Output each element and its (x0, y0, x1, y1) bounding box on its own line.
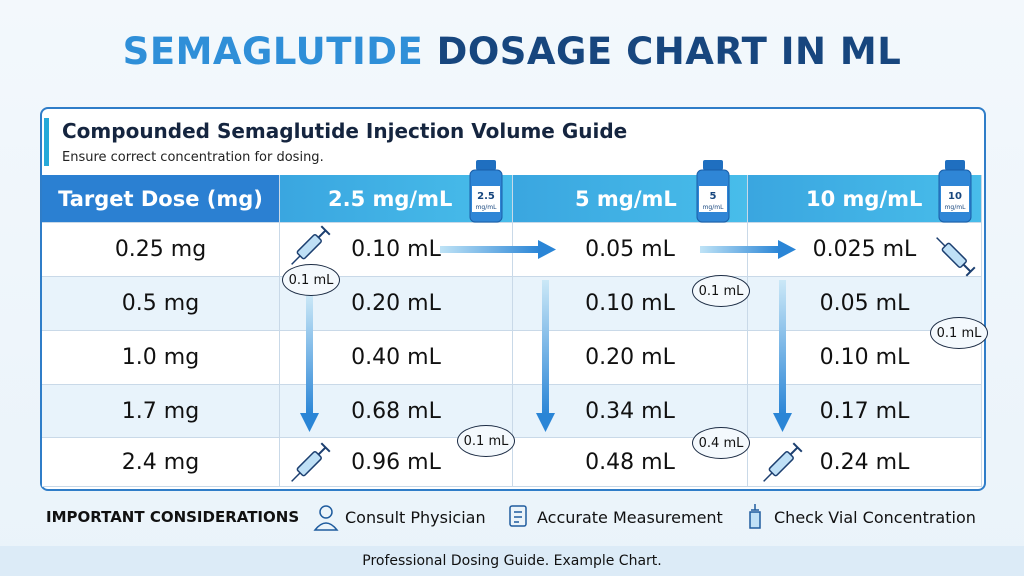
arrows (300, 240, 796, 432)
volume-cell: 0.20 mL (513, 331, 748, 385)
vial-strength: 2.5 (477, 191, 495, 202)
syringe-icons (291, 225, 976, 482)
dose-cell: 1.0 mg (42, 331, 280, 385)
vial-cap (945, 160, 965, 170)
syringe-needle (291, 472, 301, 482)
syringe-needle (291, 255, 301, 265)
vial-unit: mg/mL (476, 204, 498, 211)
vial-unit: mg/mL (945, 204, 967, 211)
consideration-item: Accurate Measurement (537, 508, 723, 527)
volume-cell: 0.48 mL (513, 438, 748, 487)
dose-cell: 2.4 mg (42, 438, 280, 487)
vial-label-bg (699, 186, 727, 212)
volume-cell: 0.05 mL (513, 223, 748, 277)
considerations-title: IMPORTANT CONSIDERATIONS (46, 508, 300, 526)
syringe-handle (320, 225, 331, 236)
syringe-handle (965, 266, 976, 277)
vial-icon: 2.5 mg/mL (469, 160, 503, 223)
consideration-item: Check Vial Concentration (774, 508, 976, 527)
card-title: Compounded Semaglutide Injection Volume … (62, 119, 628, 143)
syringe-plunger (962, 263, 972, 273)
consideration-icons (313, 504, 761, 531)
vial-strength: 5 (710, 191, 717, 202)
vial-icon: 5 mg/mL (696, 160, 730, 223)
syringe-barrel (296, 234, 322, 260)
volume-cell: 0.40 mL (280, 331, 513, 385)
callout-bubble: 0.1 mL (692, 275, 750, 307)
dose-cell: 0.25 mg (42, 223, 280, 277)
vial-label-bg (941, 186, 969, 212)
syringe-plunger (317, 229, 327, 239)
title-rest: DOSAGE CHART IN ML (436, 30, 902, 73)
consideration-item: Consult Physician (345, 508, 486, 527)
syringe-plunger (789, 446, 799, 456)
syringe-barrel (941, 242, 967, 268)
volume-cell: 0.17 mL (748, 385, 982, 438)
callout-bubble: 0.1 mL (457, 425, 515, 457)
page-title: SEMAGLUTIDE DOSAGE CHART IN ML (0, 30, 1024, 73)
syringe (291, 442, 331, 482)
dose-cell: 0.5 mg (42, 277, 280, 331)
syringe (763, 442, 803, 482)
volume-cell: 0.34 mL (513, 385, 748, 438)
syringe (936, 237, 976, 277)
vial-cap (703, 160, 723, 170)
accent-bar (44, 118, 49, 166)
card-subtitle: Ensure correct concentration for dosing. (62, 150, 324, 165)
callout-bubble: 0.1 mL (282, 264, 340, 296)
syringe-handle (320, 442, 331, 453)
syringe-barrel (768, 451, 794, 477)
vial-icon: 10 mg/mL (938, 160, 972, 223)
callout-bubble: 0.1 mL (930, 317, 988, 349)
vial-label-bg (472, 186, 500, 212)
syringe-needle (763, 472, 773, 482)
syringe (291, 225, 331, 265)
syringe-plunger (317, 446, 327, 456)
syringe-needle (936, 237, 946, 247)
syringe-handle (792, 442, 803, 453)
vial-strength: 10 (948, 191, 962, 202)
footer: Professional Dosing Guide. Example Chart… (0, 546, 1024, 576)
title-highlight: SEMAGLUTIDE (122, 30, 424, 73)
callout-bubble: 0.4 mL (692, 427, 750, 459)
dose-cell: 1.7 mg (42, 385, 280, 438)
vial-cap (476, 160, 496, 170)
vial-unit: mg/mL (703, 204, 725, 211)
header-cell: Target Dose (mg) (42, 175, 280, 223)
syringe-barrel (296, 451, 322, 477)
